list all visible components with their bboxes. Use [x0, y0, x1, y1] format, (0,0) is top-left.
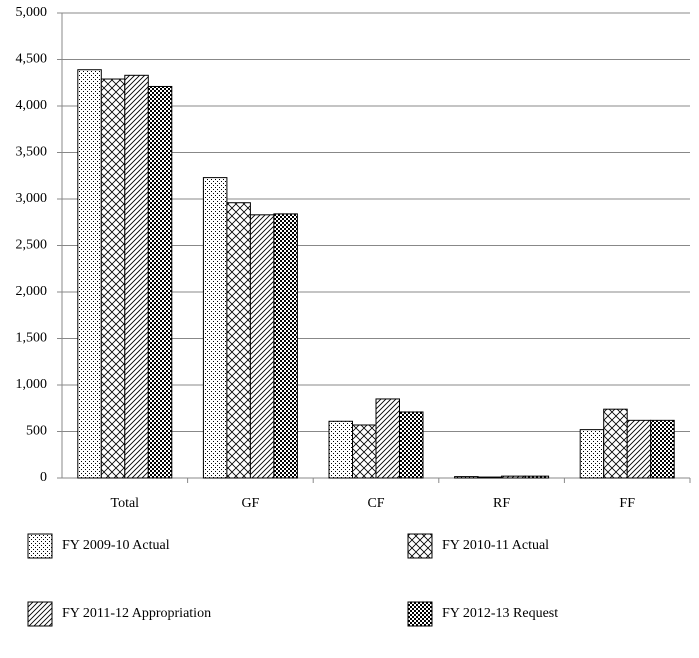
- legend-swatch: [407, 533, 433, 559]
- legend-label: FY 2009-10 Actual: [62, 538, 170, 553]
- bar: [147, 85, 173, 479]
- y-tick-label: 3,500: [16, 145, 48, 160]
- bar: [100, 78, 126, 479]
- legend-label: FY 2012-13 Request: [442, 606, 558, 621]
- y-tick-label: 3,000: [16, 191, 48, 206]
- bar: [603, 408, 628, 479]
- bar: [454, 476, 479, 479]
- y-tick-label: 1,500: [16, 331, 48, 346]
- y-tick-label: 1,000: [16, 377, 48, 392]
- x-tick-label: RF: [493, 496, 510, 511]
- bar: [226, 202, 251, 479]
- bar: [375, 398, 400, 479]
- y-tick-label: 4,500: [16, 52, 48, 67]
- bar: [352, 424, 377, 479]
- y-tick-label: 2,500: [16, 238, 48, 253]
- legend-swatch: [27, 533, 53, 559]
- legend-label: FY 2011-12 Appropriation: [62, 606, 211, 621]
- bar: [579, 429, 605, 479]
- bar: [650, 419, 675, 479]
- legend-swatch: [407, 601, 433, 627]
- bar: [626, 419, 652, 479]
- bar: [273, 213, 298, 479]
- y-tick-label: 4,000: [16, 98, 48, 113]
- bar: [77, 69, 102, 479]
- legend-label: FY 2010-11 Actual: [442, 538, 549, 553]
- bar: [399, 411, 424, 479]
- legend-swatch: [27, 601, 53, 627]
- x-tick-label: FF: [619, 496, 635, 511]
- y-tick-label: 500: [26, 424, 47, 439]
- bar: [249, 214, 275, 479]
- x-tick-label: GF: [241, 496, 259, 511]
- bar: [501, 475, 526, 479]
- bar: [124, 74, 149, 479]
- x-tick-label: CF: [367, 496, 384, 511]
- y-tick-label: 0: [40, 470, 47, 485]
- bar: [328, 420, 353, 479]
- bar: [202, 177, 228, 479]
- y-tick-label: 2,000: [16, 284, 48, 299]
- y-tick-label: 5,000: [16, 5, 48, 20]
- bar: [477, 476, 503, 479]
- bar: [524, 475, 550, 479]
- x-tick-label: Total: [111, 496, 140, 511]
